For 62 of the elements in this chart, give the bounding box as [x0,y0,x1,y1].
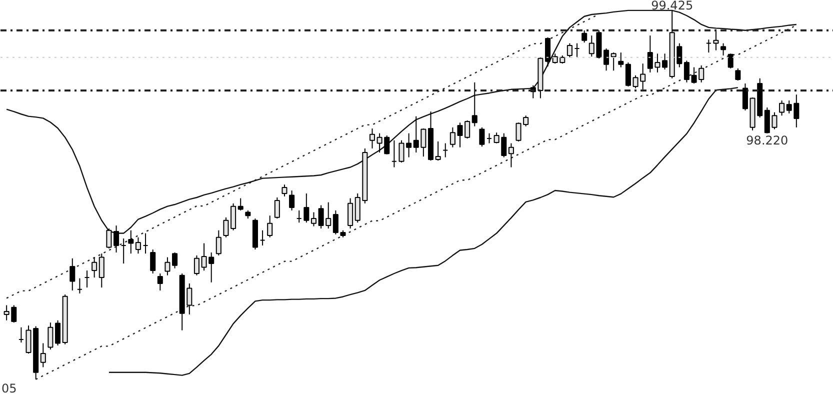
candlestick [566,42,572,58]
candlestick [508,142,514,168]
candlestick [230,202,236,231]
candlestick [742,83,748,111]
candlestick [391,140,397,168]
annotation: 99.425 [651,0,694,12]
candlestick [435,140,441,162]
candlestick [260,230,266,246]
candlestick [98,253,104,288]
candlestick [54,320,61,346]
candlestick [610,52,616,72]
candlestick [238,198,244,211]
candlestick [369,128,376,149]
candlestick [332,210,338,235]
candlestick [289,190,295,211]
candlestick [128,230,134,254]
candlestick [120,238,126,264]
candlestick [486,132,492,144]
candlestick [479,126,485,148]
candlestick [472,82,478,127]
candlestick [304,192,310,224]
candlestick [274,197,280,220]
candlestick [662,53,668,70]
candlestick [18,326,24,343]
candlestick [92,256,98,278]
candlestick [625,62,631,87]
candlestick [720,42,726,56]
candlestick [48,322,54,350]
candlestick [706,39,712,54]
candlestick [296,210,302,224]
candlestick [442,142,448,158]
candlestick [574,42,580,58]
candlestick [604,48,610,72]
candlestick [728,53,734,69]
candlestick [223,216,229,238]
candlestick [172,252,178,269]
candlestick [282,184,288,197]
candlestick [618,52,624,68]
candlestick [164,256,170,276]
candlestick [84,270,90,288]
candlestick [70,258,76,291]
candlestick [157,272,163,291]
candlestick [267,215,273,238]
candlestick [310,212,316,227]
candlestick [735,68,741,82]
candlestick [348,198,354,229]
candlestick [135,236,141,254]
candlestick [544,36,551,68]
candlestick [40,342,46,368]
candlestick [582,30,588,44]
candlestick [150,249,156,274]
candlestick [114,225,120,253]
candlestick [684,60,690,83]
candlestick [142,232,148,254]
candlestick [76,278,82,294]
candlestick [194,254,200,276]
candlestick [106,228,112,249]
candlestick [713,30,719,51]
text: 05 [2,382,17,394]
candlestick [779,100,785,116]
annotation: 98.220 [746,133,788,148]
candlestick [216,230,222,256]
